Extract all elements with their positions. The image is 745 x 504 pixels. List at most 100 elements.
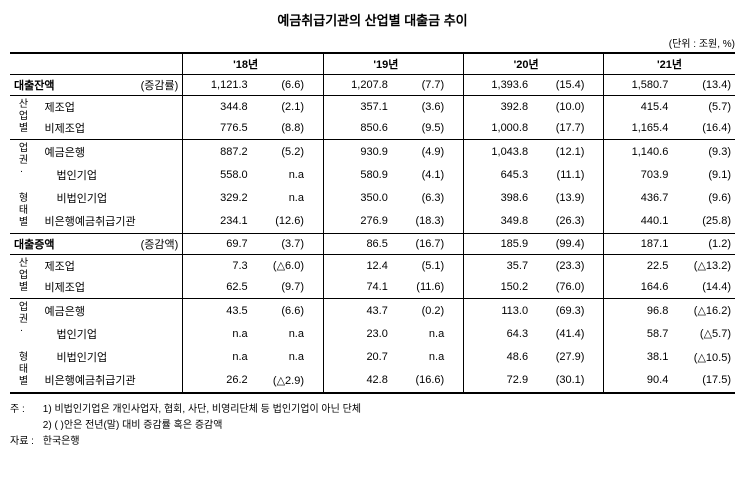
cell: 187.1 — [603, 234, 672, 255]
cell: (5.7) — [672, 96, 735, 118]
row-name: 제조업 — [33, 96, 183, 118]
cell: 558.0 — [183, 163, 252, 186]
row-name: 비제조업 — [33, 118, 183, 140]
cell: n.a — [183, 345, 252, 368]
cell: (3.6) — [392, 96, 448, 118]
row-name: 비법인기업 — [33, 345, 183, 368]
cell: 7.3 — [183, 255, 252, 277]
cell: (18.3) — [392, 210, 448, 234]
footnote-text: 1) 비법인기업은 개인사업자, 협회, 사단, 비영리단체 등 법인기업이 아… — [43, 400, 361, 415]
cell: (15.4) — [532, 75, 588, 96]
section1-header: 대출잔액 — [14, 80, 54, 92]
cell: (23.3) — [532, 255, 588, 277]
cell: 415.4 — [603, 96, 672, 118]
cell: 26.2 — [183, 369, 252, 393]
cell: 1,121.3 — [183, 75, 252, 96]
cell: n.a — [252, 345, 308, 368]
cell: (11.6) — [392, 277, 448, 299]
cell: (16.6) — [392, 369, 448, 393]
cell: 350.0 — [323, 186, 392, 209]
cell: (△13.2) — [672, 255, 735, 277]
cell: (17.7) — [532, 118, 588, 140]
cell: (△10.5) — [672, 345, 735, 368]
cell: 1,580.7 — [603, 75, 672, 96]
cell: 1,165.4 — [603, 118, 672, 140]
row-name: 비법인기업 — [33, 186, 183, 209]
cell: 64.3 — [463, 322, 532, 345]
cell: 850.6 — [323, 118, 392, 140]
cell: (99.4) — [532, 234, 588, 255]
table-row: 비법인기업 329.2 n.a 350.0 (6.3) 398.6 (13.9)… — [10, 186, 735, 209]
cell: (25.8) — [672, 210, 735, 234]
cell: 62.5 — [183, 277, 252, 299]
footnote-text: 2) ( )안은 전년(말) 대비 증감률 혹은 증감액 — [43, 416, 223, 431]
footnote-label: 주 : — [10, 400, 40, 415]
row-name: 비은행예금취급기관 — [33, 210, 183, 234]
cell: 42.8 — [323, 369, 392, 393]
cell: (69.3) — [532, 299, 588, 323]
table-row: 법인기업 n.a n.a 23.0 n.a 64.3 (41.4) 58.7 (… — [10, 322, 735, 345]
cell: 90.4 — [603, 369, 672, 393]
cell: 48.6 — [463, 345, 532, 368]
cell: 329.2 — [183, 186, 252, 209]
cell: 35.7 — [463, 255, 532, 277]
year-2021: '21년 — [603, 53, 735, 75]
table-row: 비제조업 776.5 (8.8) 850.6 (9.5) 1,000.8 (17… — [10, 118, 735, 140]
table-row: 비법인기업 n.a n.a 20.7 n.a 48.6 (27.9) 38.1 … — [10, 345, 735, 368]
cell: 43.5 — [183, 299, 252, 323]
cell: 72.9 — [463, 369, 532, 393]
source-text: 한국은행 — [43, 432, 80, 447]
cell: 436.7 — [603, 186, 672, 209]
cell: (12.1) — [532, 140, 588, 164]
cell: 349.8 — [463, 210, 532, 234]
cell: n.a — [252, 322, 308, 345]
cell: 392.8 — [463, 96, 532, 118]
cell: (76.0) — [532, 277, 588, 299]
cell: (△5.7) — [672, 322, 735, 345]
row-name: 비제조업 — [33, 277, 183, 299]
footnotes: 주 : 1) 비법인기업은 개인사업자, 협회, 사단, 비영리단체 등 법인기… — [10, 400, 735, 447]
cell: (6.6) — [252, 75, 308, 96]
cell: (9.1) — [672, 163, 735, 186]
data-table: '18년 '19년 '20년 '21년 대출잔액 (증감률) 1,121.3 (… — [10, 52, 735, 394]
year-2019: '19년 — [323, 53, 448, 75]
cell: 580.9 — [323, 163, 392, 186]
cell: 23.0 — [323, 322, 392, 345]
cell: (△16.2) — [672, 299, 735, 323]
cell: (9.7) — [252, 277, 308, 299]
table-row: 비은행예금취급기관 234.1 (12.6) 276.9 (18.3) 349.… — [10, 210, 735, 234]
cell: (13.9) — [532, 186, 588, 209]
cell: (30.1) — [532, 369, 588, 393]
cell: 38.1 — [603, 345, 672, 368]
cell: 1,000.8 — [463, 118, 532, 140]
cell: (△6.0) — [252, 255, 308, 277]
cell: (9.3) — [672, 140, 735, 164]
cell: n.a — [252, 186, 308, 209]
cell: (2.1) — [252, 96, 308, 118]
cell: n.a — [392, 322, 448, 345]
cell: (5.1) — [392, 255, 448, 277]
row-name: 제조업 — [33, 255, 183, 277]
cell: 645.3 — [463, 163, 532, 186]
cell: (4.1) — [392, 163, 448, 186]
year-2020: '20년 — [463, 53, 588, 75]
cell: 96.8 — [603, 299, 672, 323]
section1-header-row: 대출잔액 (증감률) 1,121.3 (6.6) 1,207.8 (7.7) 1… — [10, 75, 735, 96]
cell: (26.3) — [532, 210, 588, 234]
row-name: 법인기업 — [33, 163, 183, 186]
cell: 74.1 — [323, 277, 392, 299]
table-row: 업권· 형태별 예금은행 43.5 (6.6) 43.7 (0.2) 113.0… — [10, 299, 735, 323]
cell: 357.1 — [323, 96, 392, 118]
cell: 69.7 — [183, 234, 252, 255]
row-name: 예금은행 — [33, 140, 183, 164]
cell: 22.5 — [603, 255, 672, 277]
cell: 1,393.6 — [463, 75, 532, 96]
vlabel-type1: 업권· 형태별 — [14, 142, 29, 228]
table-title: 예금취급기관의 산업별 대출금 추이 — [10, 10, 735, 29]
cell: (6.3) — [392, 186, 448, 209]
cell: 43.7 — [323, 299, 392, 323]
year-2018: '18년 — [183, 53, 308, 75]
source-label: 자료 : — [10, 432, 40, 447]
cell: 185.9 — [463, 234, 532, 255]
vlabel-type2: 업권· 형태별 — [14, 301, 29, 387]
